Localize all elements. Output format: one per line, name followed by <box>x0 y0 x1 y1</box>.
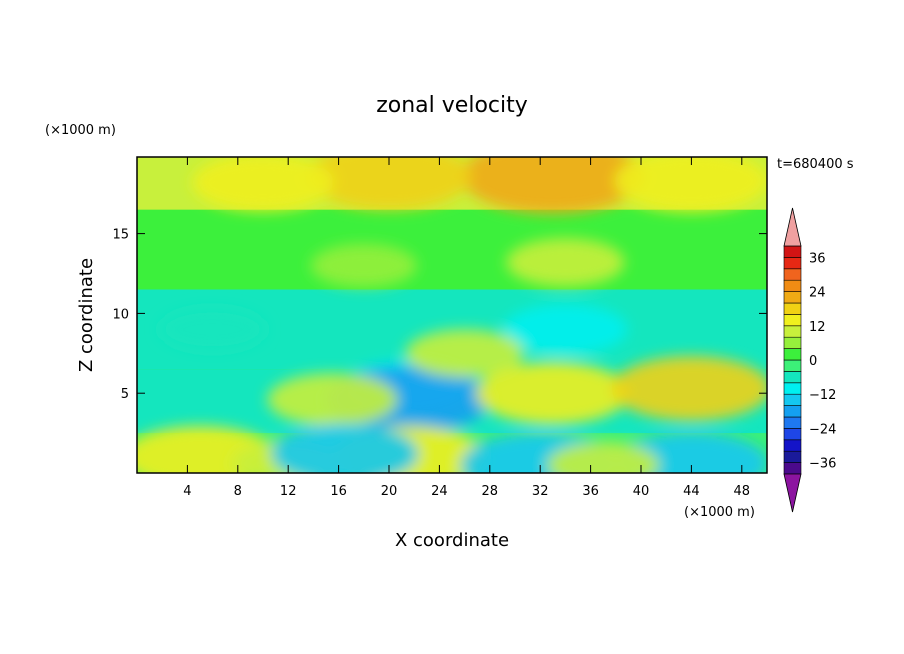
x-tick-label-36: 36 <box>582 484 599 499</box>
colorbar-segment-18 <box>783 257 802 270</box>
velocity-feature-0 <box>461 157 645 214</box>
colorbar-segment-5 <box>783 405 802 418</box>
colorbar-segment-9 <box>783 359 802 372</box>
colorbar-tick-label--36: −36 <box>809 457 836 472</box>
colorbar-segment-15 <box>783 291 802 304</box>
colorbar-segment-7 <box>783 382 802 395</box>
x-axis: 4 8 12 16 20 24 28 32 36 40 44 48 <box>183 157 750 499</box>
colorbar-over-triangle <box>783 207 802 247</box>
colorbar-segment-2 <box>783 439 802 452</box>
velocity-feature-20 <box>547 442 660 473</box>
velocity-feature-5 <box>310 243 417 288</box>
colorbar-tick-label--24: −24 <box>809 422 836 437</box>
velocity-feature-9 <box>503 304 628 355</box>
colorbar-segment-10 <box>783 348 802 361</box>
colorbar-segment-16 <box>783 279 802 292</box>
velocity-feature-12 <box>405 329 524 378</box>
colorbar-tick-label--12: −12 <box>809 388 836 403</box>
velocity-feature-3 <box>614 157 767 213</box>
x-unit-label: (×1000 m) <box>684 505 755 520</box>
colorbar-segment-0 <box>783 462 802 475</box>
colorbar-under-triangle <box>783 473 802 513</box>
y-unit-label: (×1000 m) <box>45 123 116 138</box>
velocity-features <box>137 157 767 473</box>
colorbar-segment-13 <box>783 314 802 327</box>
x-tick-label-4: 4 <box>183 484 191 499</box>
y-tick-label-15: 15 <box>112 228 129 243</box>
colorbar-tick-label-12: 12 <box>809 320 826 335</box>
colorbar-tick-label-36: 36 <box>809 251 826 266</box>
time-label: t=680400 s <box>777 157 854 172</box>
velocity-feature-19 <box>270 423 419 473</box>
velocity-feature-2 <box>192 157 334 212</box>
y-axis: 5 10 15 <box>112 228 767 402</box>
x-axis-title: X coordinate <box>395 530 509 551</box>
background-layer-3 <box>137 209 767 290</box>
velocity-feature-10 <box>475 361 630 425</box>
x-tick-label-12: 12 <box>280 484 297 499</box>
x-tick-label-32: 32 <box>532 484 549 499</box>
velocity-feature-6 <box>159 307 266 352</box>
colorbar-segment-17 <box>783 268 802 281</box>
x-tick-label-8: 8 <box>234 484 242 499</box>
colorbar-segment-8 <box>783 371 802 384</box>
y-tick-label-5: 5 <box>121 387 129 402</box>
colorbar-segment-12 <box>783 325 802 338</box>
x-tick-label-44: 44 <box>683 484 700 499</box>
x-tick-label-20: 20 <box>381 484 398 499</box>
velocity-feature-4 <box>506 238 625 287</box>
colorbar-tick-label-24: 24 <box>809 286 826 301</box>
x-tick-label-16: 16 <box>330 484 347 499</box>
velocity-feature-1 <box>306 157 472 210</box>
colorbar-segment-4 <box>783 416 802 429</box>
colorbar-segment-14 <box>783 302 802 315</box>
velocity-feature-13 <box>267 373 398 427</box>
x-tick-label-40: 40 <box>633 484 650 499</box>
colorbar-segment-19 <box>783 245 802 258</box>
colorbar: 36 24 12 0 −12 −24 −36 <box>783 207 836 513</box>
y-axis-title: Z coordinate <box>76 258 97 372</box>
colorbar-tick-label-0: 0 <box>809 354 817 369</box>
chart-title: zonal velocity <box>376 93 528 118</box>
plot-frame <box>136 156 768 474</box>
x-tick-label-28: 28 <box>482 484 499 499</box>
x-tick-label-24: 24 <box>431 484 448 499</box>
y-tick-label-10: 10 <box>112 307 129 322</box>
velocity-feature-11 <box>611 355 767 421</box>
x-tick-label-48: 48 <box>734 484 751 499</box>
colorbar-segment-3 <box>783 428 802 441</box>
colorbar-segment-1 <box>783 450 802 463</box>
colorbar-segment-6 <box>783 393 802 406</box>
colorbar-segment-11 <box>783 336 802 349</box>
